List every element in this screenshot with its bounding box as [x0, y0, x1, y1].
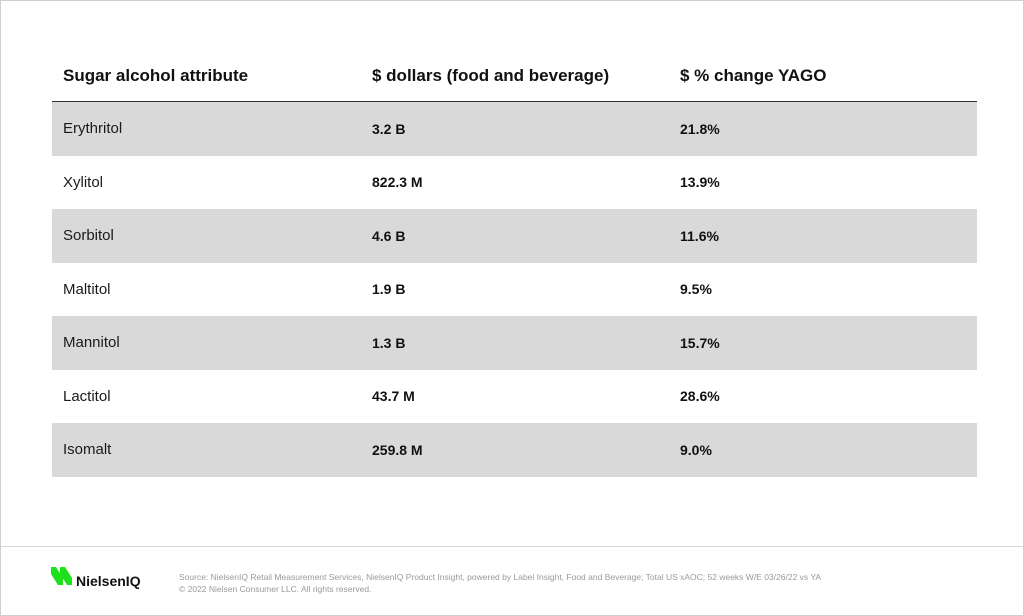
column-header-change: $ % change YAGO [680, 66, 827, 85]
table-row: Sorbitol 4.6 B 11.6% [52, 209, 977, 263]
table-row: Lactitol 43.7 M 28.6% [52, 370, 977, 424]
change-cell: 13.9% [680, 174, 720, 191]
attribute-cell: Isomalt [63, 441, 112, 459]
dollars-cell: 1.3 B [372, 334, 406, 351]
source-note: Source: NielsenIQ Retail Measurement Ser… [179, 571, 821, 595]
source-text: Source: NielsenIQ Retail Measurement Ser… [179, 572, 822, 582]
change-cell: 28.6% [680, 388, 720, 405]
change-cell: 21.8% [680, 120, 720, 137]
table-row: Maltitol 1.9 B 9.5% [52, 263, 977, 317]
nielseniq-logo-icon [51, 567, 72, 585]
dollars-cell: 3.2 B [372, 120, 406, 137]
change-cell: 15.7% [680, 334, 720, 351]
table-header: Sugar alcohol attribute $ dollars (food … [52, 51, 977, 102]
attribute-cell: Erythritol [63, 120, 123, 138]
change-cell: 9.5% [680, 281, 712, 298]
change-cell: 9.0% [680, 441, 712, 458]
table-row: Xylitol 822.3 M 13.9% [52, 156, 977, 210]
attribute-cell: Mannitol [63, 334, 120, 352]
change-cell: 11.6% [680, 227, 719, 244]
attribute-cell: Maltitol [63, 280, 111, 298]
attribute-cell: Xylitol [63, 173, 104, 191]
logo-text: NielsenIQ [76, 573, 141, 589]
dollars-cell: 1.9 B [372, 281, 406, 298]
table-row: Isomalt 259.8 M 9.0% [52, 423, 977, 477]
attribute-cell: Sorbitol [63, 227, 114, 245]
table-row: Erythritol 3.2 B 21.8% [52, 102, 977, 156]
attribute-cell: Lactitol [63, 387, 111, 405]
dollars-cell: 43.7 M [372, 388, 415, 405]
data-table: Sugar alcohol attribute $ dollars (food … [52, 51, 977, 477]
table-row: Mannitol 1.3 B 15.7% [52, 316, 977, 370]
copyright-text: © 2022 Nielsen Consumer LLC. All rights … [179, 584, 372, 594]
column-header-attribute: Sugar alcohol attribute [63, 66, 249, 85]
nielseniq-logo: NielsenIQ [51, 563, 141, 589]
dollars-cell: 259.8 M [372, 441, 423, 458]
dollars-cell: 822.3 M [372, 174, 423, 191]
footer-divider [1, 546, 1023, 547]
dollars-cell: 4.6 B [372, 227, 406, 244]
column-header-dollars: $ dollars (food and beverage) [372, 66, 610, 85]
